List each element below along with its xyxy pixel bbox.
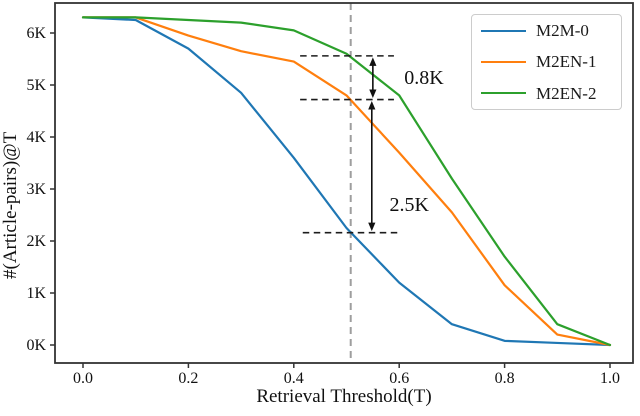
legend-label-m2en-1: M2EN-1 [536, 52, 597, 72]
x-axis-label: Retrieval Threshold(T) [256, 386, 432, 407]
plot-border [54, 2, 634, 364]
series-line-m2en-2 [81, 16, 612, 347]
series-line-m2en-1 [81, 16, 612, 347]
x-tick-label: 0.0 [73, 370, 93, 387]
annotation-label-1: 2.5K [389, 194, 429, 216]
y-tick-label: 1K [26, 285, 46, 302]
arrowhead-down-1 [368, 222, 376, 232]
x-tick-label: 0.2 [178, 370, 198, 387]
y-tick-label: 4K [26, 129, 46, 146]
legend: M2M-0 M2EN-1 M2EN-2 [471, 14, 622, 110]
legend-swatch-m2en-1 [481, 60, 526, 63]
arrowhead-up-1 [368, 101, 376, 110]
legend-item-m2en-1: M2EN-1 [481, 46, 621, 77]
legend-swatch-m2en-2 [481, 92, 526, 95]
y-axis-label: #(Article-pairs)@T [0, 131, 21, 279]
x-tick-label: 0.4 [284, 370, 304, 387]
legend-label-m2m-0: M2M-0 [536, 21, 589, 41]
y-tick-label: 2K [26, 233, 46, 250]
y-tick-label: 3K [26, 181, 46, 198]
legend-swatch-m2m-0 [481, 29, 526, 32]
x-tick-label: 0.6 [389, 370, 409, 387]
y-tick-label: 5K [26, 77, 46, 94]
annotation-label-0: 0.8K [404, 67, 444, 89]
arrowhead-up-0 [369, 57, 377, 66]
series-line-m2m-0 [81, 16, 612, 347]
y-tick-label: 0K [26, 337, 46, 354]
y-tick-label: 6K [26, 25, 46, 42]
x-tick-label: 0.8 [495, 370, 515, 387]
legend-item-m2m-0: M2M-0 [481, 15, 621, 46]
arrowhead-down-0 [369, 89, 377, 99]
legend-item-m2en-2: M2EN-2 [481, 78, 621, 109]
x-tick-label: 1.0 [600, 370, 620, 387]
legend-label-m2en-2: M2EN-2 [536, 83, 597, 103]
